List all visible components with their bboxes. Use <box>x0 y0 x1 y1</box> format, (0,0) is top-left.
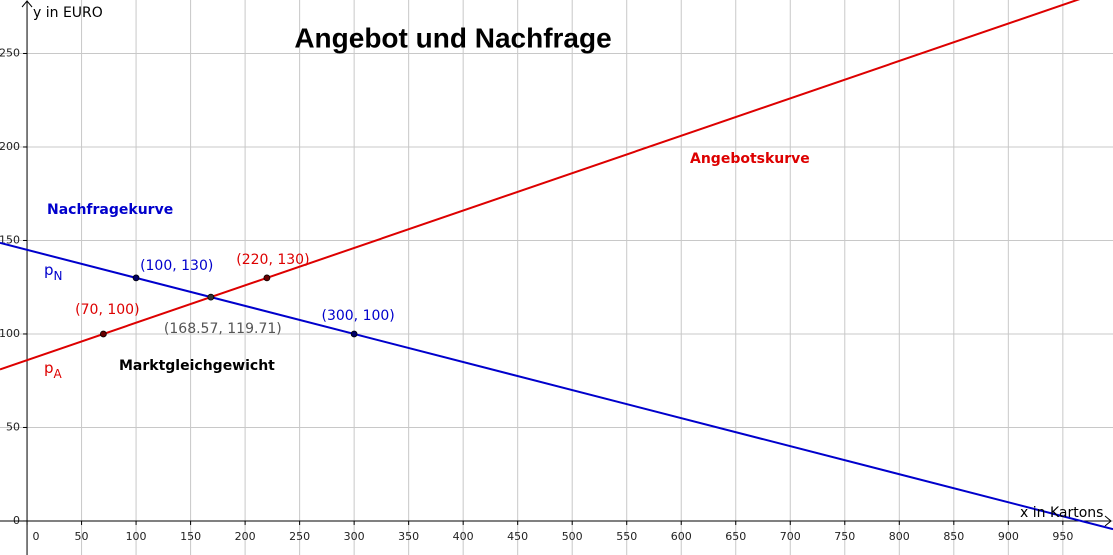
line-label: pN <box>44 261 63 283</box>
equilibrium-label: (168.57, 119.71) <box>164 321 282 337</box>
x-tick-label: 850 <box>943 530 964 543</box>
equilibrium-name: Marktgleichgewicht <box>119 358 275 374</box>
y-tick-label: 50 <box>6 420 20 433</box>
x-tick-label: 450 <box>507 530 528 543</box>
x-axis-arrow <box>1104 515 1112 527</box>
x-tick-label: 650 <box>725 530 746 543</box>
x-tick-label: 950 <box>1052 530 1073 543</box>
point-label: (100, 130) <box>140 258 213 274</box>
plot: (100, 130) (300, 100) (70, 100) (220, 130) (… <box>0 0 1113 531</box>
point-label: (70, 100) <box>75 302 139 318</box>
x-tick-label: 800 <box>889 530 910 543</box>
x-tick-label: 750 <box>834 530 855 543</box>
series-name: Nachfragekurve <box>47 202 173 218</box>
point <box>263 274 271 282</box>
x-tick-label: 150 <box>180 530 201 543</box>
y-tick-label: 200 <box>0 140 20 153</box>
x-axis-label: x in Kartons <box>1020 505 1103 521</box>
x-tick-label: 300 <box>344 530 365 543</box>
point-label: (300, 100) <box>321 308 394 324</box>
y-axis-label: y in EURO <box>33 5 103 21</box>
point <box>132 274 140 282</box>
x-tick-label: 200 <box>235 530 256 543</box>
point-label: (220, 130) <box>236 252 309 268</box>
x-tick-label: 900 <box>998 530 1019 543</box>
x-tick-label: 0 <box>33 530 40 543</box>
series-name: Angebotskurve <box>690 151 810 167</box>
line-label-sub: N <box>54 269 63 283</box>
equilibrium-point <box>207 293 215 301</box>
line-label-base: p <box>44 261 54 279</box>
x-tick-label: 600 <box>671 530 692 543</box>
y-tick-label: 100 <box>0 327 20 340</box>
point <box>99 330 107 338</box>
x-tick-label: 100 <box>126 530 147 543</box>
y-axis-arrow <box>21 0 33 8</box>
x-tick-label: 350 <box>398 530 419 543</box>
x-tick-label: 700 <box>780 530 801 543</box>
line <box>0 0 1081 371</box>
x-tick-label: 500 <box>562 530 583 543</box>
x-tick-label: 250 <box>289 530 310 543</box>
y-tick-label: 250 <box>0 46 20 59</box>
x-tick-label: 400 <box>453 530 474 543</box>
x-tick-label: 50 <box>75 530 89 543</box>
line-label: pA <box>44 359 63 381</box>
x-tick-label: 550 <box>616 530 637 543</box>
line-label-sub: A <box>54 367 63 381</box>
chart-title: Angebot und Nachfrage <box>294 22 611 53</box>
line <box>0 241 1113 531</box>
line-label-base: p <box>44 359 54 377</box>
point <box>350 330 358 338</box>
